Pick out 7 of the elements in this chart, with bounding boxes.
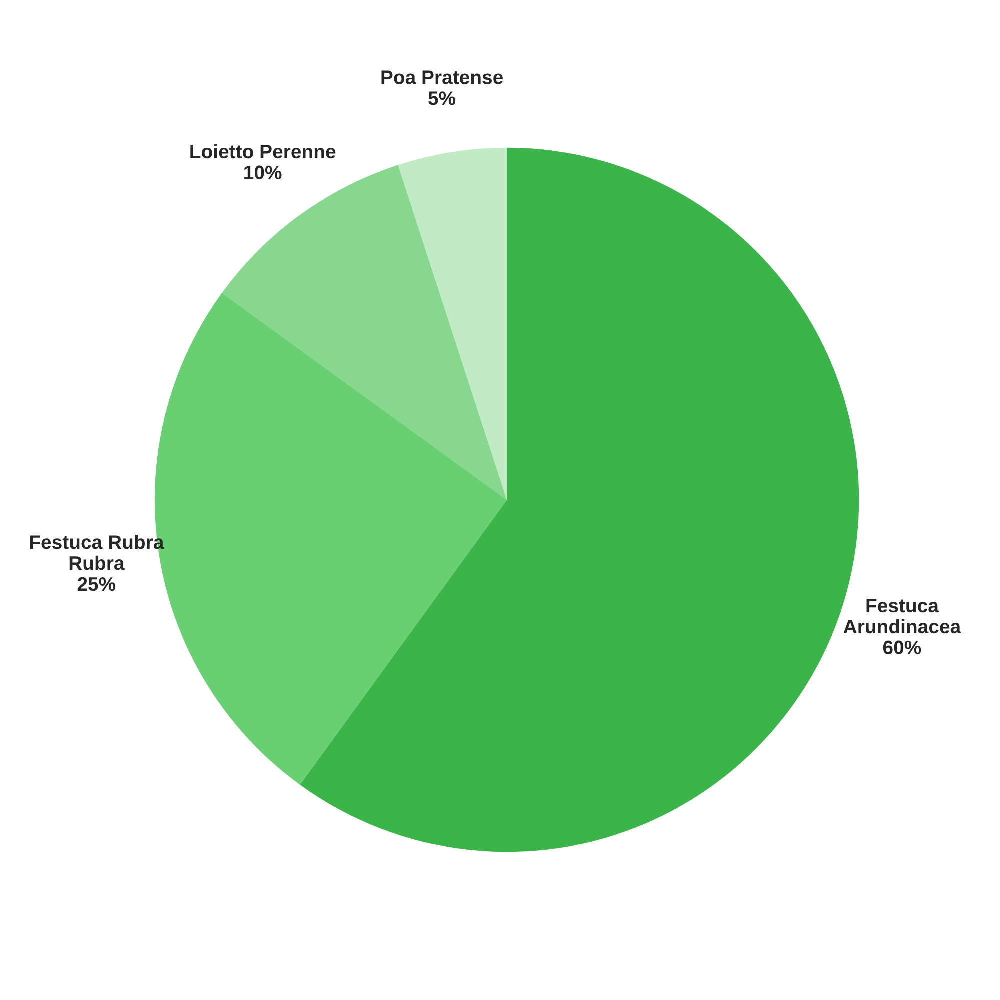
slice-label: Poa Pratense (382, 70, 503, 84)
data-label: 25% (78, 577, 116, 592)
data-label: 60% (883, 640, 922, 655)
data-label: 10% (244, 166, 282, 180)
data-label: 5% (428, 92, 456, 106)
slice-label: Festuca Arundinacea (844, 599, 962, 634)
slice-label: Loietto Perenne (190, 144, 336, 159)
